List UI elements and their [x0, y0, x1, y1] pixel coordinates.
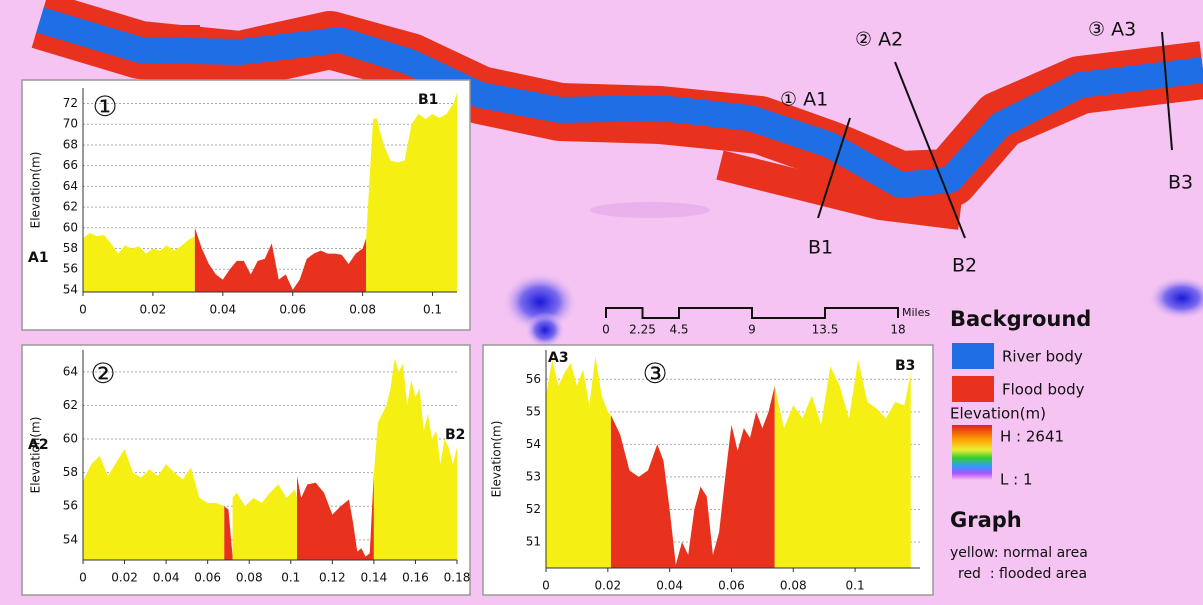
map-label: B2 — [952, 255, 977, 277]
scale-unit: Miles — [902, 306, 930, 319]
start-label: A2 — [28, 437, 49, 453]
y-tick-label: 51 — [526, 534, 541, 548]
y-axis-label: Elevation(m) — [29, 152, 43, 229]
x-tick-label: 0.16 — [402, 571, 429, 585]
chart-marker: ② — [90, 357, 115, 390]
x-tick-label: 0.06 — [718, 579, 745, 593]
map-label: B1 — [808, 237, 833, 259]
legend-label: River body — [1002, 348, 1083, 366]
y-tick-label: 60 — [63, 432, 78, 446]
y-tick-label: 54 — [63, 282, 78, 296]
y-axis-label: Elevation(m) — [490, 421, 504, 498]
start-label: A3 — [548, 350, 569, 366]
y-tick-label: 64 — [63, 364, 78, 378]
end-label: B1 — [418, 92, 438, 108]
x-tick-label: 0.14 — [361, 571, 388, 585]
y-tick-label: 60 — [63, 220, 78, 234]
scale-label: 18 — [890, 323, 905, 337]
legend-label: H : 2641 — [1000, 428, 1064, 446]
legend-note: red : flooded area — [958, 566, 1087, 582]
chart: 54 56 58 60 62 64 0 0.02 0.04 0.06 0.08 0.1 0.12 0.14… — [22, 345, 470, 595]
chart: 51 52 53 54 55 56 0 0.02 0.04 0.06 0.08 0.1 Elevatio… — [483, 345, 933, 595]
map-label: ① A1 — [780, 89, 828, 111]
y-tick-label: 62 — [63, 398, 78, 412]
legend-label: Flood body — [1002, 381, 1085, 399]
x-tick-label: 0.02 — [140, 303, 167, 317]
y-tick-label: 66 — [63, 158, 78, 172]
y-tick-label: 70 — [63, 117, 78, 131]
chart-marker: ① — [92, 90, 117, 123]
scale-label: 13.5 — [812, 323, 839, 337]
chart-marker: ③ — [642, 357, 667, 390]
scale-label: 9 — [748, 323, 756, 337]
y-tick-label: 68 — [63, 137, 78, 151]
y-tick-label: 62 — [63, 200, 78, 214]
y-tick-label: 58 — [63, 465, 78, 479]
y-tick-label: 56 — [63, 499, 78, 513]
map-label: ③ A3 — [1088, 19, 1136, 41]
x-tick-label: 0.1 — [281, 571, 300, 585]
start-label: A1 — [28, 250, 49, 266]
x-tick-label: 0 — [79, 303, 87, 317]
map-shade — [590, 202, 710, 218]
scale-label: 0 — [602, 323, 610, 337]
legend-swatch — [952, 376, 994, 402]
y-tick-label: 55 — [526, 404, 541, 418]
x-tick-label: 0.02 — [594, 579, 621, 593]
y-tick-label: 64 — [63, 179, 78, 193]
x-tick-label: 0 — [542, 579, 550, 593]
y-tick-label: 52 — [526, 502, 541, 516]
y-tick-label: 53 — [526, 469, 541, 483]
elevation-ramp — [952, 425, 992, 480]
chart: 54 56 58 60 62 64 66 68 70 72 0 0.02 0.04 0.06 0.08 0.1… — [22, 80, 470, 330]
y-tick-label: 72 — [63, 96, 78, 110]
x-tick-label: 0.06 — [194, 571, 221, 585]
legend-label: L : 1 — [1000, 471, 1033, 489]
scale-label: 4.5 — [669, 323, 688, 337]
legend-title: Graph — [950, 508, 1022, 532]
y-tick-label: 54 — [63, 532, 78, 546]
legend-title: Background — [950, 307, 1091, 331]
end-label: B2 — [445, 427, 465, 443]
x-tick-label: 0.04 — [656, 579, 683, 593]
x-tick-label: 0.08 — [349, 303, 376, 317]
y-axis-label: Elevation(m) — [29, 417, 43, 494]
x-tick-label: 0.04 — [209, 303, 236, 317]
x-tick-label: 0.02 — [111, 571, 138, 585]
y-tick-label: 54 — [526, 437, 541, 451]
figure: ① A1B1② A2B2③ A3B3 02.254.5913.518Miles … — [0, 0, 1203, 605]
map-label: B3 — [1168, 172, 1193, 194]
x-tick-label: 0.08 — [780, 579, 807, 593]
scale-label: 2.25 — [629, 323, 656, 337]
legend-note: yellow: normal area — [950, 545, 1088, 561]
x-tick-label: 0.08 — [236, 571, 263, 585]
legend-swatch — [952, 343, 994, 369]
x-tick-label: 0.1 — [423, 303, 442, 317]
x-tick-label: 0.18 — [444, 571, 471, 585]
x-tick-label: 0.06 — [279, 303, 306, 317]
y-tick-label: 56 — [526, 372, 541, 386]
x-tick-label: 0.12 — [319, 571, 346, 585]
map-depression — [525, 312, 565, 348]
x-tick-label: 0.04 — [153, 571, 180, 585]
map-label: ② A2 — [855, 29, 903, 51]
y-tick-label: 58 — [63, 241, 78, 255]
y-tick-label: 56 — [63, 262, 78, 276]
x-tick-label: 0 — [79, 571, 87, 585]
end-label: B3 — [895, 358, 915, 374]
x-tick-label: 0.1 — [846, 579, 865, 593]
legend-subtitle: Elevation(m) — [950, 405, 1046, 423]
